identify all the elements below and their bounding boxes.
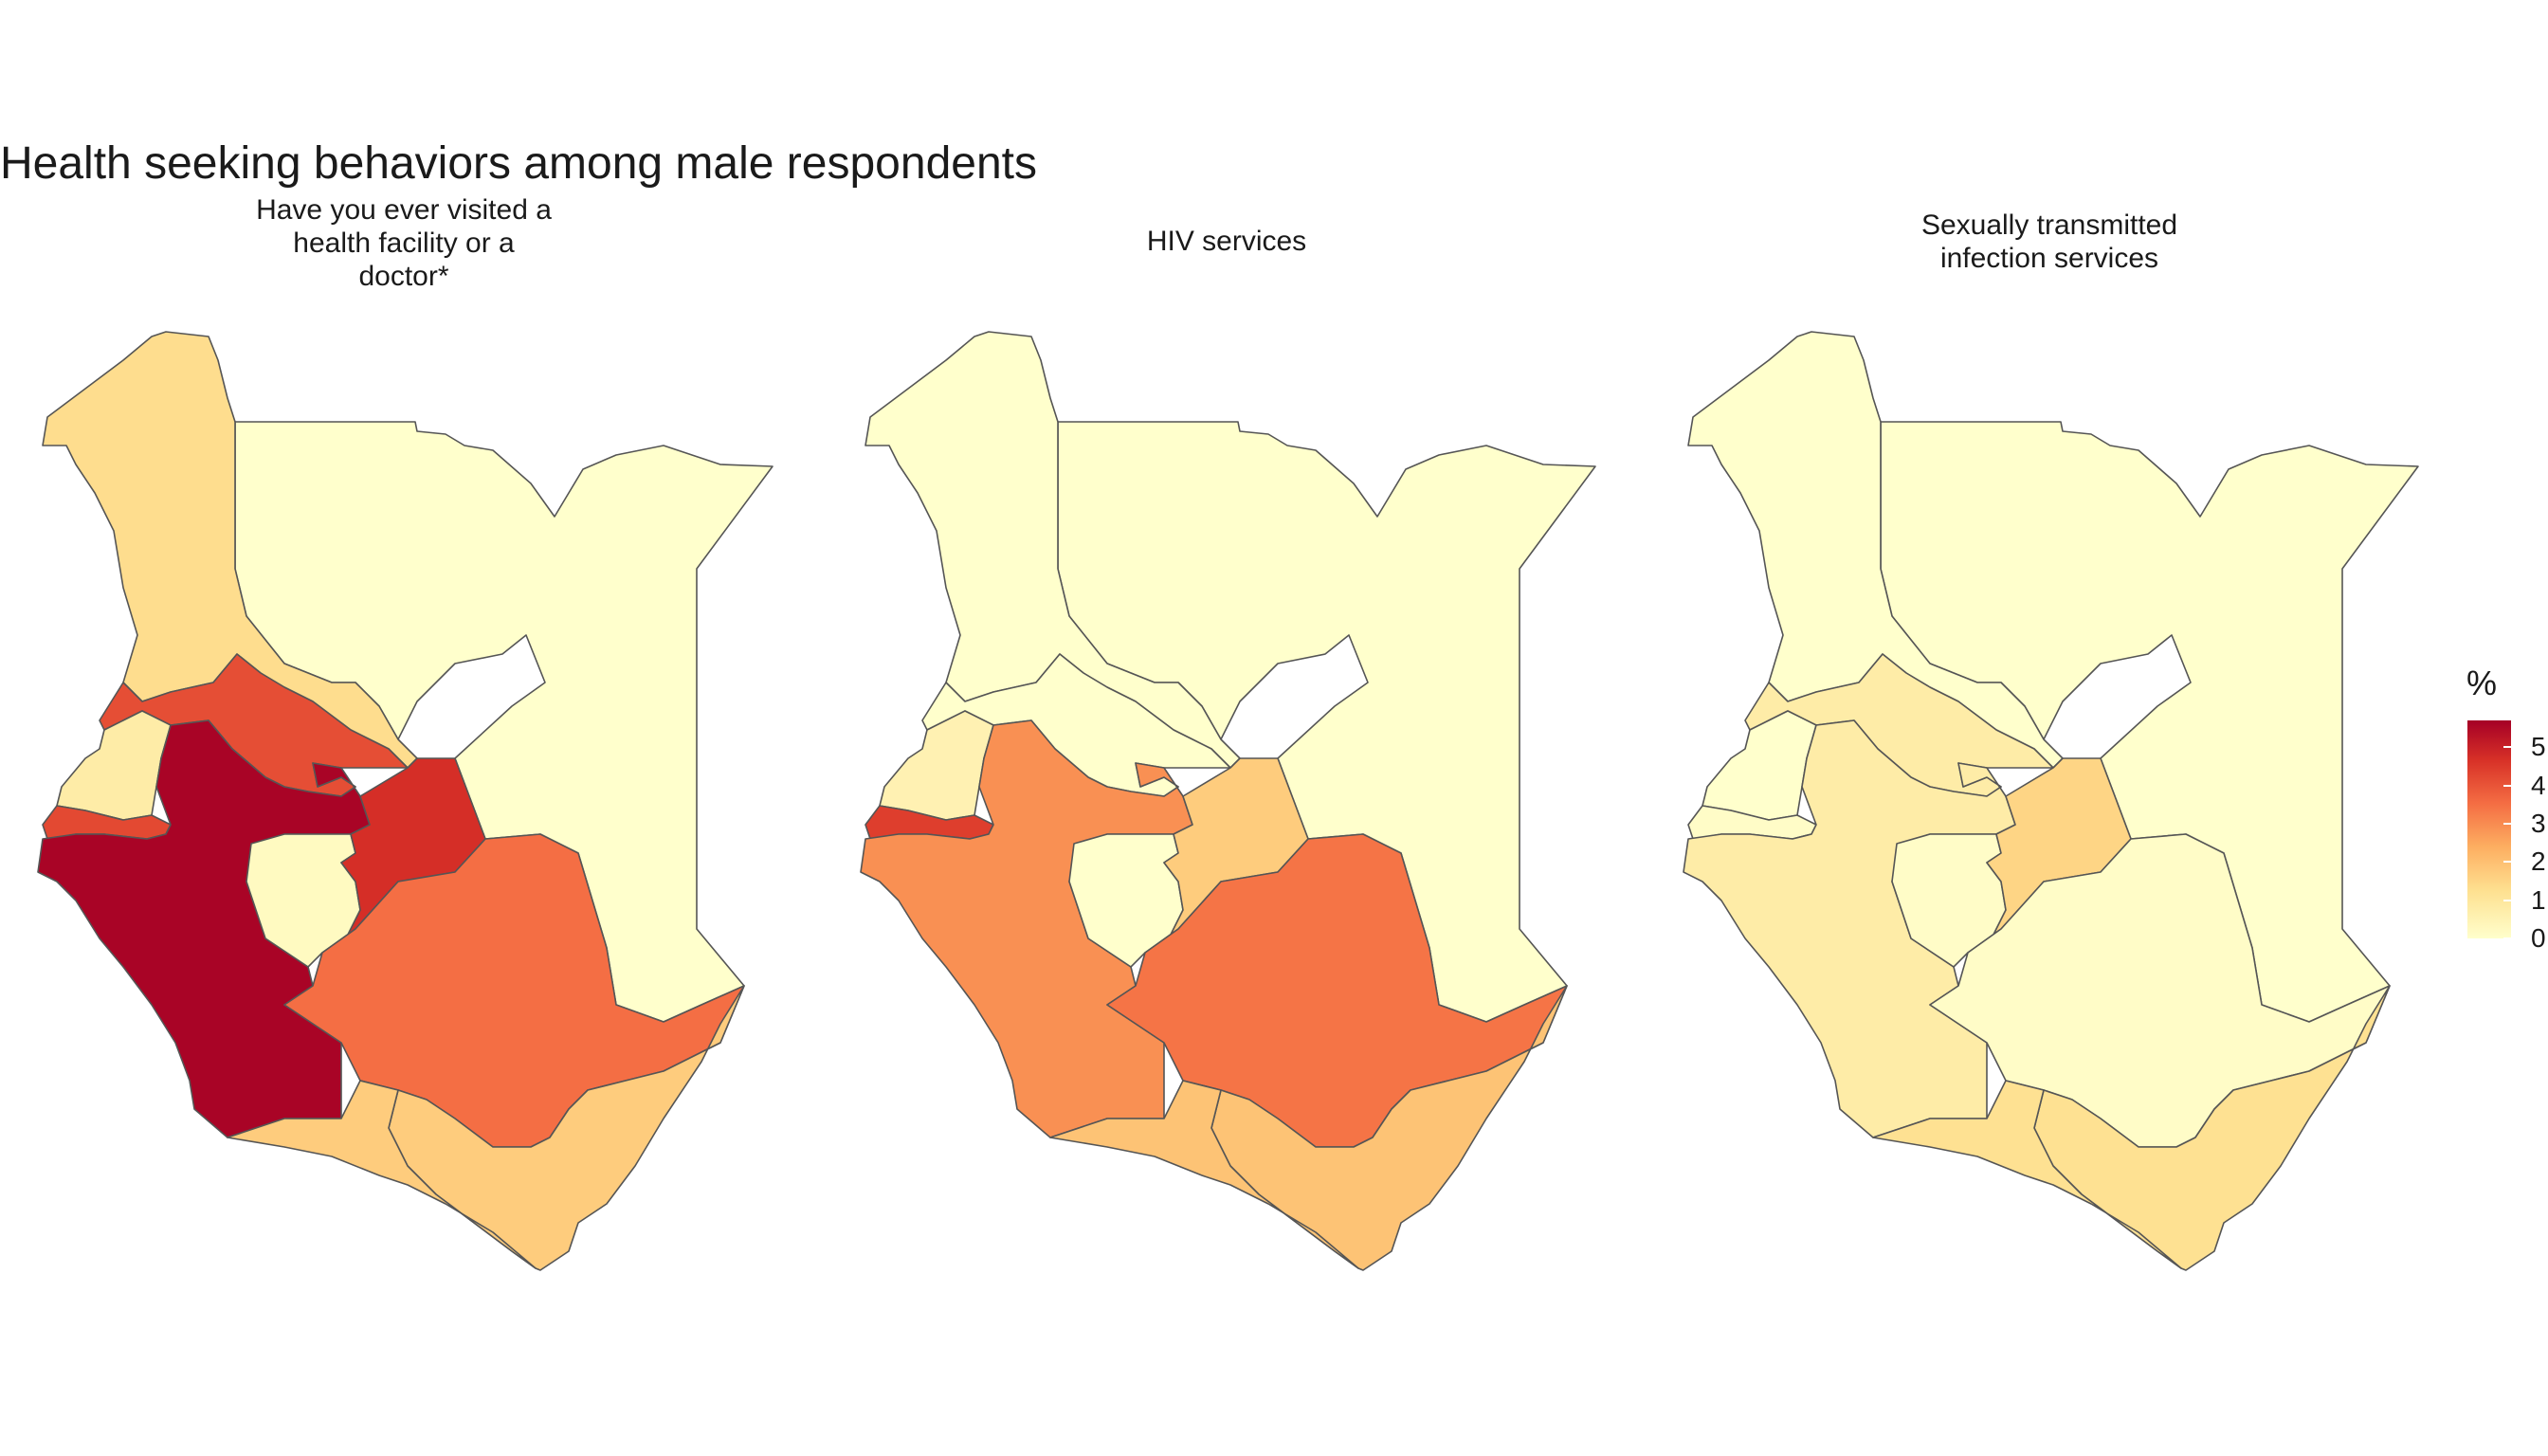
region-coast-west <box>1049 1080 1359 1269</box>
panel-title-line: Have you ever visited a <box>256 194 552 226</box>
region-west-small <box>879 710 994 821</box>
panel-title-line: health facility or a <box>293 228 515 259</box>
panel-title-health-facility: Have you ever visited a health facility … <box>100 193 707 293</box>
panel-title-line: doctor* <box>358 261 449 292</box>
legend-tick-mark <box>2503 822 2511 825</box>
legend-tick-label: 2 <box>2531 846 2546 877</box>
panel-title-sti-services: Sexually transmitted infection services <box>1746 209 2353 275</box>
legend-tick-mark <box>2503 784 2511 787</box>
legend-tick-label: 1 <box>2531 884 2546 915</box>
panel-title-line: HIV services <box>1146 226 1307 257</box>
legend-tick-mark <box>2503 861 2511 864</box>
map-health-facility <box>37 331 774 1271</box>
region-west-small <box>1702 710 1817 821</box>
legend-tick-label: 0 <box>2531 923 2546 953</box>
legend-tick-label: 3 <box>2531 808 2546 838</box>
legend-tick-label: 5 <box>2531 732 2546 762</box>
legend-color-bar <box>2467 720 2511 938</box>
panel-title-line: Sexually transmitted <box>1920 209 2178 241</box>
panel-title-hiv-services: HIV services <box>923 225 1530 258</box>
map-sti-services <box>1683 331 2419 1271</box>
map-hiv-services <box>860 331 1596 1271</box>
legend-tick-mark <box>2503 937 2511 939</box>
legend-tick-mark <box>2503 746 2511 749</box>
chart-title: Health seeking behaviors among male resp… <box>0 138 1037 189</box>
legend-title: % <box>2466 664 2498 702</box>
region-west-small <box>56 710 172 821</box>
legend-tick-label: 4 <box>2531 770 2546 800</box>
panel-title-line: infection services <box>1939 243 2159 274</box>
region-coast-west <box>1872 1080 2182 1269</box>
region-coast-west <box>227 1080 537 1269</box>
legend-tick-mark <box>2503 899 2511 901</box>
